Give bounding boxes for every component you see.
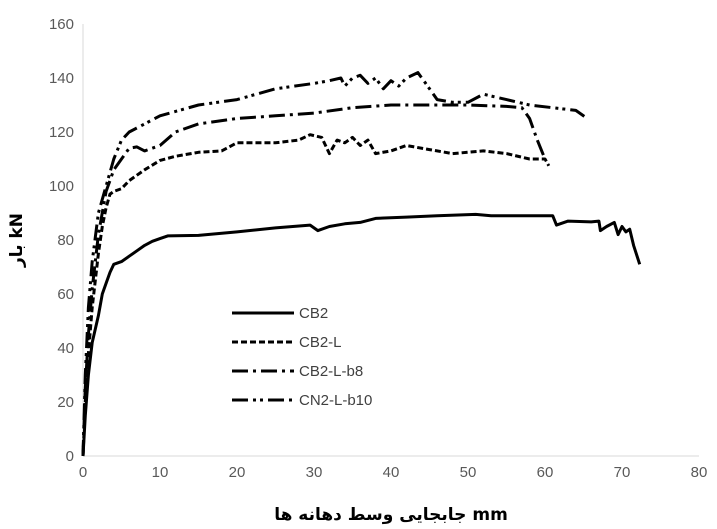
x-tick-label: 80 (691, 464, 708, 481)
series-line-cn2-l-b10 (81, 71, 589, 457)
legend-label: CN2-L-b10 (299, 392, 372, 409)
y-tick-label: 160 (49, 16, 74, 33)
legend-label: CB2-L-b8 (299, 363, 363, 380)
y-tick-label: 80 (57, 232, 74, 249)
legend-label: CB2 (299, 305, 328, 322)
x-tick-label: 60 (537, 464, 554, 481)
y-tick-labels: 0 20 40 60 80 100 120 140 160 (49, 16, 74, 465)
y-tick-label: 0 (66, 448, 74, 465)
x-tick-label: 70 (614, 464, 631, 481)
legend: CB2 CB2-L CB2-L-b8 CN2-L-b10 (232, 305, 372, 409)
x-axis-title: جابجایی وسط دهانه ها mm (274, 505, 508, 525)
series-line-cb2 (81, 212, 642, 457)
x-tick-label: 30 (306, 464, 323, 481)
legend-label: CB2-L (299, 334, 342, 351)
x-tick-label: 40 (383, 464, 400, 481)
x-tick-label: 50 (460, 464, 477, 481)
series-line-cb2-l (81, 133, 551, 457)
x-tick-labels: 0 10 20 30 40 50 60 70 80 (79, 464, 708, 481)
y-tick-label: 140 (49, 70, 74, 87)
series-lines (81, 71, 642, 457)
y-tick-label: 40 (57, 340, 74, 357)
y-tick-label: 60 (57, 286, 74, 303)
x-tick-label: 10 (152, 464, 169, 481)
x-tick-label: 20 (229, 464, 246, 481)
y-axis-title: بار kN (7, 213, 27, 268)
y-tick-label: 120 (49, 124, 74, 141)
axes (82, 24, 699, 457)
x-tick-label: 0 (79, 464, 87, 481)
series-line-cb2-l-b8 (81, 103, 547, 457)
y-tick-label: 100 (49, 178, 74, 195)
y-tick-label: 20 (57, 394, 74, 411)
